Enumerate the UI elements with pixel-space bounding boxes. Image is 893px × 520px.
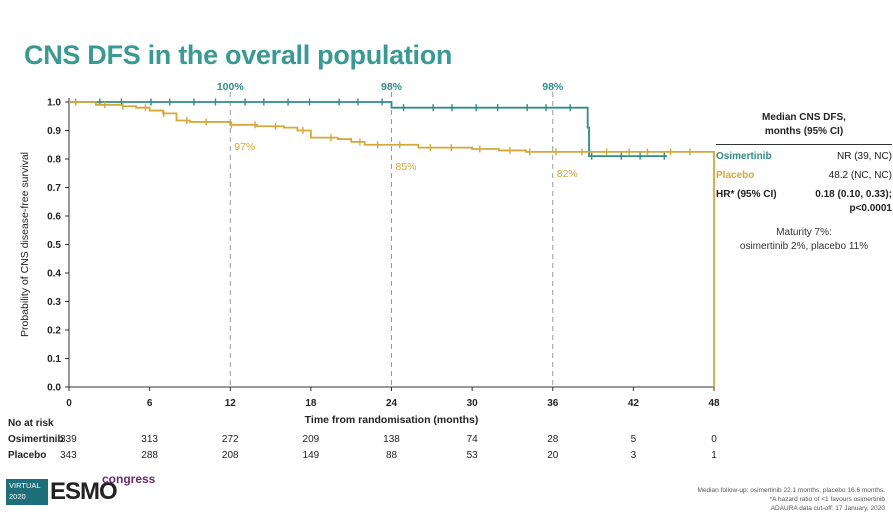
- summary-maturity-line1: Maturity 7%:: [776, 227, 832, 238]
- landmark-annotation: 98%: [542, 81, 564, 93]
- risk-value: 138: [383, 434, 400, 445]
- virtual-badge: VIRTUAL 2020: [6, 479, 48, 505]
- risk-value: 5: [630, 434, 637, 445]
- y-tick-label: 0.9: [47, 126, 61, 137]
- risk-value: 53: [466, 450, 478, 461]
- summary-header-line1: Median CNS DFS,: [762, 112, 846, 123]
- y-tick-label: 0.5: [47, 240, 61, 251]
- summary-hr-label: HR* (95% CI): [716, 189, 777, 200]
- risk-value: 88: [385, 450, 398, 461]
- risk-value: 28: [547, 434, 559, 445]
- summary-pla-label: Placebo: [716, 170, 755, 181]
- y-axis-label: Probability of CNS disease-free survival: [19, 152, 31, 337]
- y-tick-label: 0.7: [47, 183, 61, 194]
- x-tick-label: 48: [708, 398, 720, 409]
- risk-value: 339: [60, 434, 77, 445]
- summary-row-hr: HR* (95% CI) 0.18 (0.10, 0.33); p<0.0001: [716, 188, 892, 216]
- landmark-annotation: 82%: [557, 168, 578, 180]
- footnote-line3: ADAURA data cut-off: 17 January, 2020: [770, 505, 885, 512]
- x-tick-label: 12: [225, 398, 237, 409]
- risk-header: No at risk: [8, 418, 54, 429]
- km-chart: 0.0 0.1 0.2 0.3 0.4 0.5 0.6 0.7 0.8 0.9 1.0 0 6 12 18 2…: [19, 81, 720, 426]
- risk-value: 208: [221, 450, 239, 461]
- risk-label-osimertinib: Osimertinib: [8, 434, 64, 445]
- risk-label-placebo: Placebo: [8, 450, 47, 461]
- risk-value: 149: [302, 450, 320, 461]
- page-title: CNS DFS in the overall population: [24, 40, 453, 70]
- x-tick-label: 6: [147, 398, 153, 409]
- summary-header-line2: months (95% CI): [764, 126, 844, 137]
- risk-value: 288: [141, 450, 158, 461]
- x-tick-label: 42: [628, 398, 640, 409]
- summary-maturity-line2: osimertinib 2%, placebo 11%: [739, 241, 869, 252]
- summary-osi-label: Osimertinib: [716, 151, 772, 162]
- summary-hr-value-line1: 0.18 (0.10, 0.33);: [815, 189, 892, 200]
- risk-value: 20: [547, 450, 559, 461]
- landmark-annotation: 98%: [381, 81, 403, 93]
- summary-hr-value: 0.18 (0.10, 0.33); p<0.0001: [815, 188, 892, 216]
- risk-value: 313: [141, 434, 158, 445]
- y-tick-label: 0.1: [47, 354, 61, 365]
- risk-value: 209: [302, 434, 320, 445]
- x-tick-label: 0: [66, 398, 72, 409]
- y-tick-label: 0.8: [47, 155, 61, 166]
- y-tick-label: 0.6: [47, 212, 61, 223]
- risk-value: 272: [221, 434, 239, 445]
- y-tick-label: 1.0: [47, 98, 61, 109]
- landmark-annotation: 97%: [234, 141, 255, 153]
- y-tick-label: 0.3: [47, 297, 61, 308]
- virtual-label: VIRTUAL: [9, 481, 41, 490]
- landmark-annotation: 100%: [217, 81, 245, 93]
- summary-osi-value: NR (39, NC): [836, 151, 892, 162]
- summary-row-osimertinib: Osimertinib NR (39, NC): [716, 150, 892, 164]
- summary-row-placebo: Placebo 48.2 (NC, NC): [716, 169, 892, 183]
- risk-value: 0: [711, 434, 717, 445]
- esmo-wordmark: ESMO: [50, 478, 118, 505]
- congress-label: congress: [102, 472, 156, 486]
- x-tick-label: 18: [305, 398, 317, 409]
- km-curve-osimertinib: [69, 101, 667, 158]
- landmark-annotation: 85%: [396, 161, 417, 173]
- y-tick-label: 0.0: [47, 383, 61, 394]
- esmo-logo: VIRTUAL 2020 ESMO congress: [6, 472, 156, 506]
- summary-pla-value: 48.2 (NC, NC): [828, 170, 892, 181]
- footnote-line1: Median follow-up: osimertinib 22.1 month…: [697, 487, 885, 494]
- x-tick-label: 30: [467, 398, 479, 409]
- x-axis-label: Time from randomisation (months): [305, 414, 479, 426]
- summary-maturity: Maturity 7%: osimertinib 2%, placebo 11%: [716, 226, 892, 254]
- risk-value: 343: [60, 450, 77, 461]
- km-curve-placebo: [69, 101, 715, 387]
- summary-table: Median CNS DFS, months (95% CI) Osimerti…: [716, 111, 892, 254]
- x-tick-label: 36: [547, 398, 559, 409]
- year-label: 2020: [9, 492, 26, 501]
- y-tick-label: 0.4: [47, 269, 61, 280]
- risk-value: 74: [466, 434, 478, 445]
- risk-value: 3: [630, 450, 637, 461]
- summary-hr-value-line2: p<0.0001: [849, 203, 892, 214]
- x-tick-label: 24: [386, 398, 398, 409]
- footnote: Median follow-up: osimertinib 22.1 month…: [625, 486, 885, 513]
- risk-value: 1: [711, 450, 717, 461]
- footnote-line2: *A hazard ratio of <1 favours osimertini…: [769, 496, 885, 503]
- y-tick-label: 0.2: [47, 326, 61, 337]
- summary-header: Median CNS DFS, months (95% CI): [716, 111, 892, 145]
